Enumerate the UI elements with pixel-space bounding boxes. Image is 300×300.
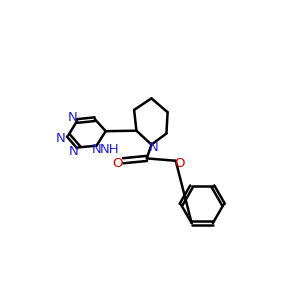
Text: N: N xyxy=(68,111,77,124)
Text: NH: NH xyxy=(100,143,120,156)
Text: N: N xyxy=(56,132,66,145)
Text: N: N xyxy=(92,143,101,156)
Text: N: N xyxy=(68,145,78,158)
Text: N: N xyxy=(149,141,159,154)
Text: O: O xyxy=(113,157,123,170)
Text: O: O xyxy=(174,157,184,170)
